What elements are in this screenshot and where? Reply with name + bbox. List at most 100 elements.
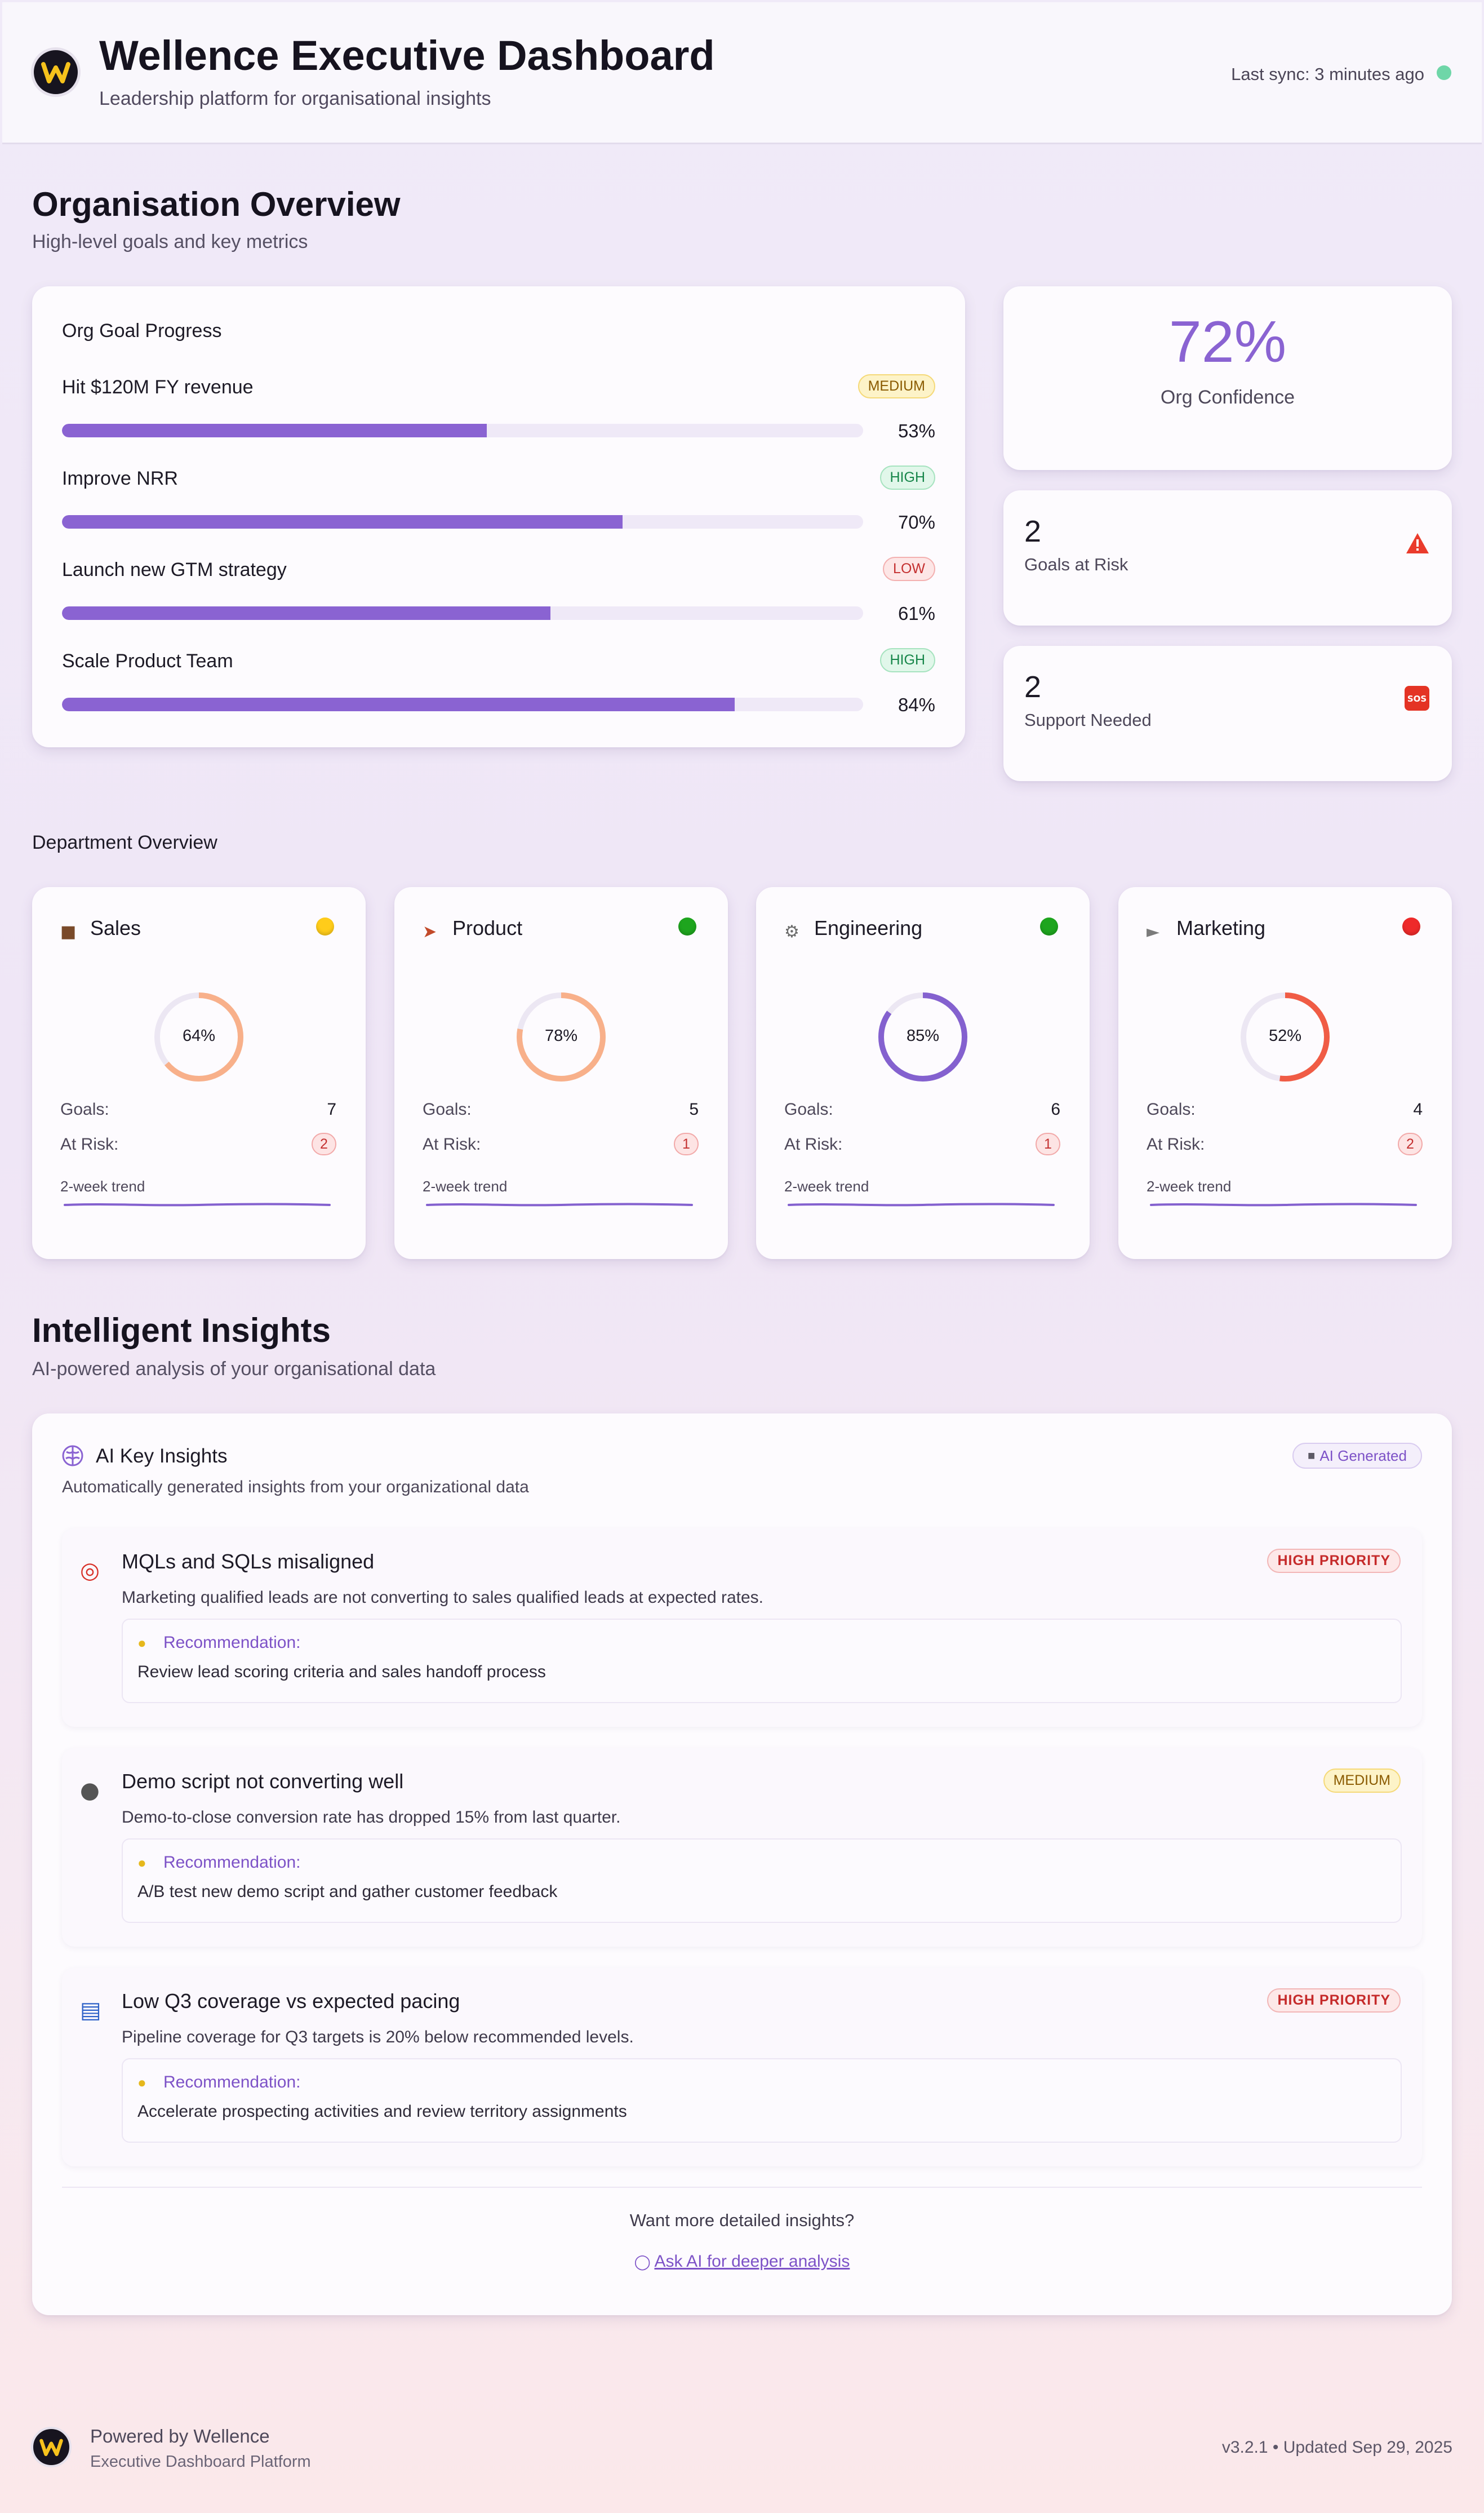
- wellence-logo-icon[interactable]: [31, 47, 81, 97]
- department-trend-line: [426, 1203, 693, 1207]
- lightbulb-icon: ●: [137, 1634, 146, 1651]
- department-goals-label: Goals:: [1147, 1100, 1196, 1119]
- insight-priority-badge: MEDIUM: [1323, 1769, 1401, 1793]
- lightbulb-icon: ●: [137, 1854, 146, 1871]
- department-risk-badge: 2: [1398, 1133, 1423, 1155]
- recommendation-label: Recommendation:: [163, 2073, 301, 2091]
- footer-version: v3.2.1 • Updated Sep 29, 2025: [1221, 2438, 1452, 2457]
- org-confidence-value: 72%: [1168, 309, 1287, 375]
- goal-name: Hit $120M FY revenue: [62, 376, 254, 398]
- app-title: Wellence Executive Dashboard: [99, 32, 715, 79]
- department-trend-label: 2-week trend: [423, 1178, 508, 1195]
- department-goals-value: 5: [689, 1100, 699, 1119]
- overview-subtitle: High-level goals and key metrics: [32, 231, 308, 252]
- ai-insights-card-subtitle: Automatically generated insights from yo…: [62, 1478, 529, 1496]
- sync-status-dot: [1437, 65, 1451, 80]
- org-confidence-label: Org Confidence: [1160, 387, 1295, 408]
- insight-title: Demo script not converting well: [122, 1770, 404, 1793]
- department-card-engineering[interactable]: [756, 887, 1090, 1259]
- goal-priority-badge: MEDIUM: [857, 374, 935, 398]
- goals-at-risk-card[interactable]: [1003, 490, 1452, 626]
- department-goals-value: 4: [1413, 1100, 1423, 1119]
- goal-name: Scale Product Team: [62, 650, 233, 672]
- microphone-icon: ●: [80, 1778, 100, 1803]
- department-score-value: 78%: [544, 1027, 578, 1045]
- department-goals-value: 7: [327, 1100, 336, 1119]
- brain-icon: [61, 1444, 85, 1468]
- insights-divider: [62, 2187, 1422, 2188]
- goal-progress-bar: [62, 698, 863, 711]
- org-confidence-card: [1003, 286, 1452, 470]
- footer-logo-icon: [31, 2427, 72, 2467]
- insight-priority-badge: HIGH PRIORITY: [1267, 1549, 1401, 1573]
- goal-progress-value: 53%: [897, 420, 935, 441]
- goal-progress-bar: [62, 606, 863, 620]
- ask-ai-link-label[interactable]: Ask AI for deeper analysis: [654, 2252, 850, 2271]
- department-goals-label: Goals:: [60, 1100, 109, 1119]
- robot-icon: ■: [1308, 1448, 1316, 1462]
- insight-title: MQLs and SQLs misaligned: [122, 1550, 375, 1573]
- goal-progress-fill: [62, 424, 487, 437]
- ask-ai-link[interactable]: ◯ Ask AI for deeper analysis: [32, 2252, 1452, 2271]
- app-header: [2, 2, 1482, 144]
- department-trend-line: [788, 1203, 1055, 1207]
- app-subtitle: Leadership platform for organisational i…: [99, 88, 491, 109]
- recommendation-box: [122, 1619, 1402, 1703]
- department-status-dot: [316, 918, 334, 936]
- department-card-marketing[interactable]: [1118, 887, 1452, 1259]
- support-needed-label: Support Needed: [1024, 710, 1152, 730]
- insight-priority-badge: HIGH PRIORITY: [1267, 1988, 1401, 2013]
- department-trend-label: 2-week trend: [60, 1178, 145, 1195]
- department-risk-badge: 1: [1036, 1133, 1060, 1155]
- briefcase-icon: ■: [60, 922, 77, 942]
- goal-progress-value: 70%: [897, 512, 935, 533]
- rocket-icon: ➤: [423, 922, 437, 942]
- insight-description: Marketing qualified leads are not conver…: [122, 1588, 764, 1607]
- department-name: Product: [452, 916, 523, 939]
- more-insights-question: Want more detailed insights?: [629, 2210, 855, 2230]
- goal-progress-value: 84%: [897, 694, 935, 715]
- sos-icon: SOS: [1404, 685, 1430, 711]
- goal-progress-fill: [62, 606, 551, 620]
- recommendation-label: Recommendation:: [163, 1633, 301, 1652]
- goal-card-title: Org Goal Progress: [62, 320, 222, 342]
- insights-title: Intelligent Insights: [32, 1311, 331, 1349]
- department-overview-title: Department Overview: [32, 832, 217, 853]
- goal-progress-bar: [62, 515, 863, 529]
- megaphone-icon: ►: [1147, 922, 1160, 942]
- department-score-value: 64%: [182, 1027, 216, 1045]
- warning-icon: [1405, 532, 1430, 555]
- department-score-ring: [878, 992, 967, 1082]
- overview-title: Organisation Overview: [32, 185, 401, 223]
- recommendation-box: [122, 2058, 1402, 2143]
- department-card-sales[interactable]: [32, 887, 366, 1259]
- department-risk-badge: 1: [674, 1133, 699, 1155]
- department-trend-line: [64, 1203, 331, 1207]
- goal-priority-badge: LOW: [883, 557, 935, 581]
- lightbulb-icon: ●: [137, 2074, 146, 2091]
- department-trend-label: 2-week trend: [1147, 1178, 1232, 1195]
- footer-powered-by: Powered by Wellence: [90, 2426, 270, 2446]
- goals-at-risk-label: Goals at Risk: [1024, 555, 1128, 574]
- speech-bubble-icon: ◯: [634, 2253, 651, 2270]
- insight-title: Low Q3 coverage vs expected pacing: [122, 1989, 460, 2013]
- goals-at-risk-value: 2: [1024, 515, 1042, 548]
- goal-progress-fill: [62, 515, 623, 529]
- department-score-value: 52%: [1268, 1027, 1302, 1045]
- department-name: Marketing: [1176, 916, 1266, 939]
- footer-platform: Executive Dashboard Platform: [90, 2453, 311, 2471]
- department-card-product[interactable]: [394, 887, 728, 1259]
- department-goals-label: Goals:: [784, 1100, 833, 1119]
- insight-description: Demo-to-close conversion rate has droppe…: [122, 1808, 621, 1827]
- department-status-dot: [1040, 918, 1058, 936]
- department-name: Sales: [90, 916, 141, 939]
- recommendation-label: Recommendation:: [163, 1853, 301, 1872]
- recommendation-text: Accelerate prospecting activities and re…: [137, 2102, 627, 2121]
- goal-priority-badge: HIGH: [879, 466, 935, 490]
- ai-generated-badge: ■ AI Generated: [1292, 1443, 1422, 1469]
- department-status-dot: [678, 918, 696, 936]
- support-needed-card[interactable]: [1003, 646, 1452, 781]
- department-trend-label: 2-week trend: [784, 1178, 869, 1195]
- department-risk-label: At Risk:: [784, 1135, 843, 1154]
- department-risk-label: At Risk:: [60, 1135, 119, 1154]
